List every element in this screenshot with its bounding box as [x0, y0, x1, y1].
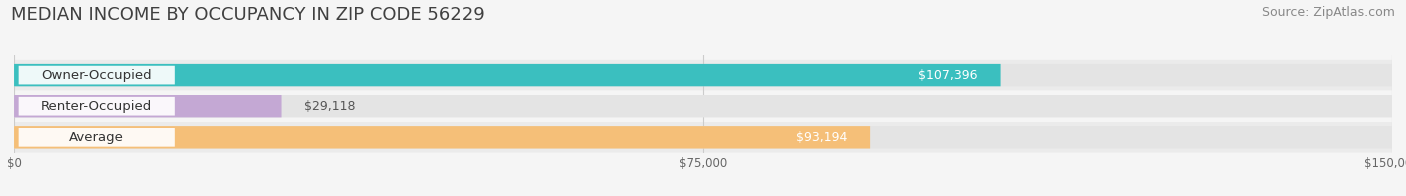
Text: Owner-Occupied: Owner-Occupied [41, 69, 152, 82]
FancyBboxPatch shape [18, 97, 174, 116]
FancyBboxPatch shape [14, 126, 1392, 149]
FancyBboxPatch shape [18, 66, 174, 84]
FancyBboxPatch shape [14, 64, 1392, 86]
Text: MEDIAN INCOME BY OCCUPANCY IN ZIP CODE 56229: MEDIAN INCOME BY OCCUPANCY IN ZIP CODE 5… [11, 6, 485, 24]
FancyBboxPatch shape [14, 64, 1001, 86]
Text: $29,118: $29,118 [305, 100, 356, 113]
FancyBboxPatch shape [14, 91, 1392, 122]
Text: $107,396: $107,396 [918, 69, 977, 82]
Text: Renter-Occupied: Renter-Occupied [41, 100, 152, 113]
FancyBboxPatch shape [14, 60, 1392, 90]
FancyBboxPatch shape [14, 95, 281, 117]
Text: $93,194: $93,194 [796, 131, 848, 144]
Text: Average: Average [69, 131, 124, 144]
Text: Source: ZipAtlas.com: Source: ZipAtlas.com [1261, 6, 1395, 19]
FancyBboxPatch shape [14, 95, 1392, 117]
FancyBboxPatch shape [18, 128, 174, 147]
FancyBboxPatch shape [14, 126, 870, 149]
FancyBboxPatch shape [14, 122, 1392, 152]
